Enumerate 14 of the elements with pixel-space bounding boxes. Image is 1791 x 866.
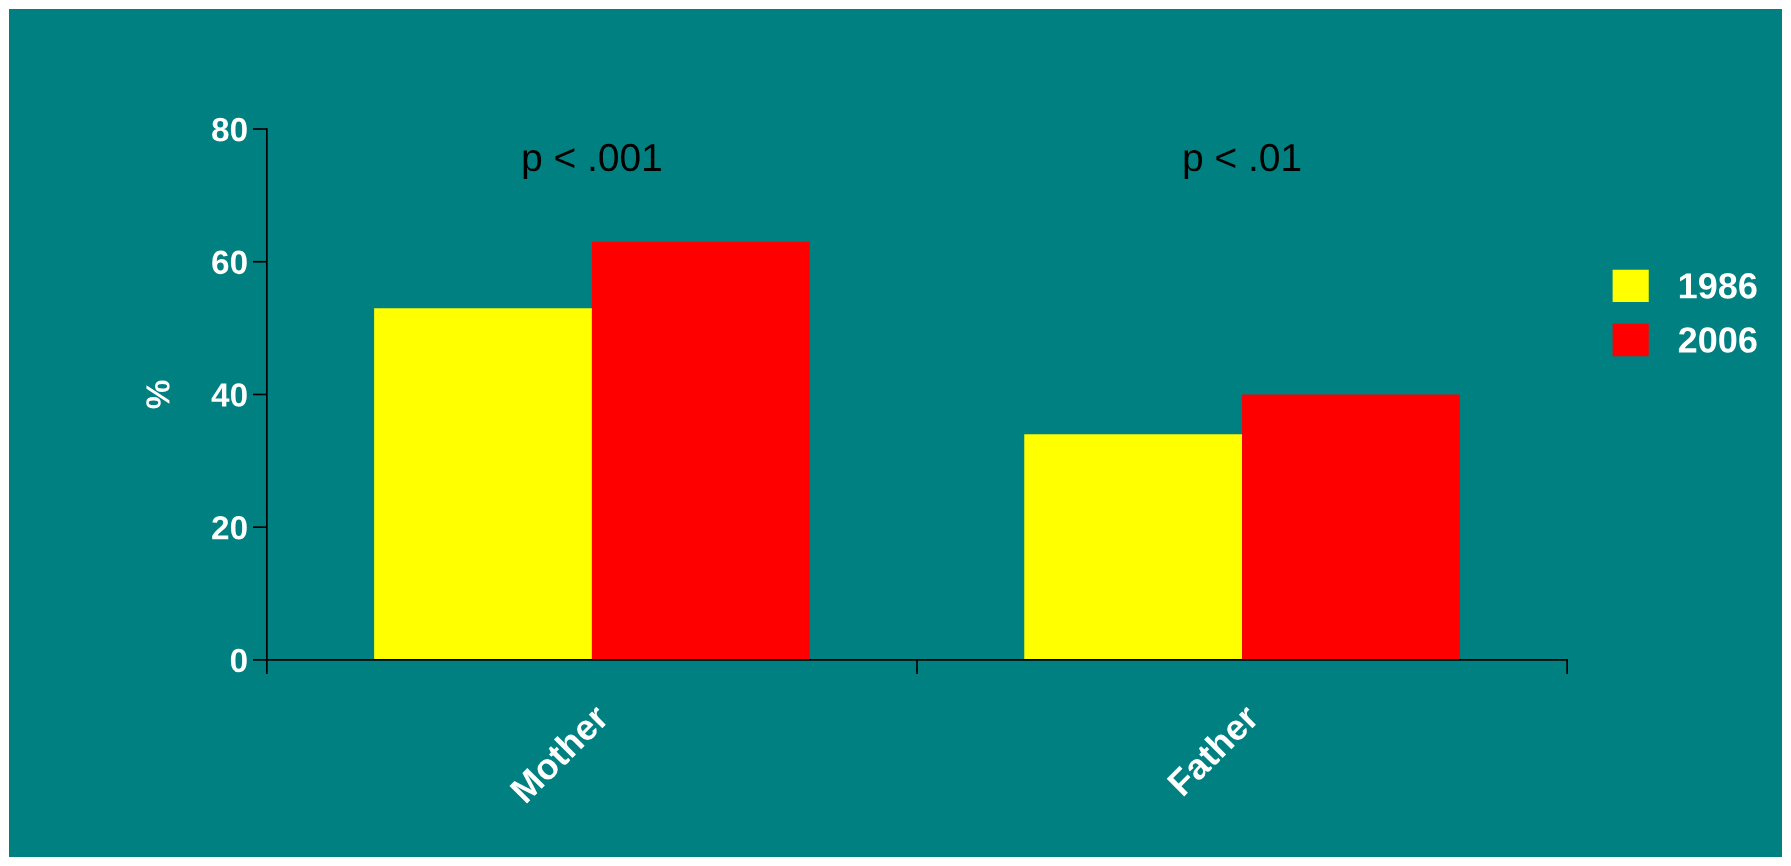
y-tick-label: 60: [212, 250, 247, 275]
legend-label: 2006: [1678, 327, 1757, 353]
bar: [591, 241, 810, 660]
y-axis-title: %: [146, 380, 170, 409]
y-tick-label: 40: [211, 383, 247, 407]
y-tick-label: 0: [230, 648, 247, 673]
bar: [1242, 394, 1460, 660]
bar: [1024, 434, 1243, 660]
annotation: p < .001: [523, 143, 661, 180]
bar: [374, 308, 592, 660]
y-tick-label: 20: [212, 515, 247, 540]
legend-label: 1986: [1679, 273, 1757, 299]
annotation: p < .01: [1184, 143, 1301, 180]
y-tick-label: 80: [212, 117, 247, 142]
